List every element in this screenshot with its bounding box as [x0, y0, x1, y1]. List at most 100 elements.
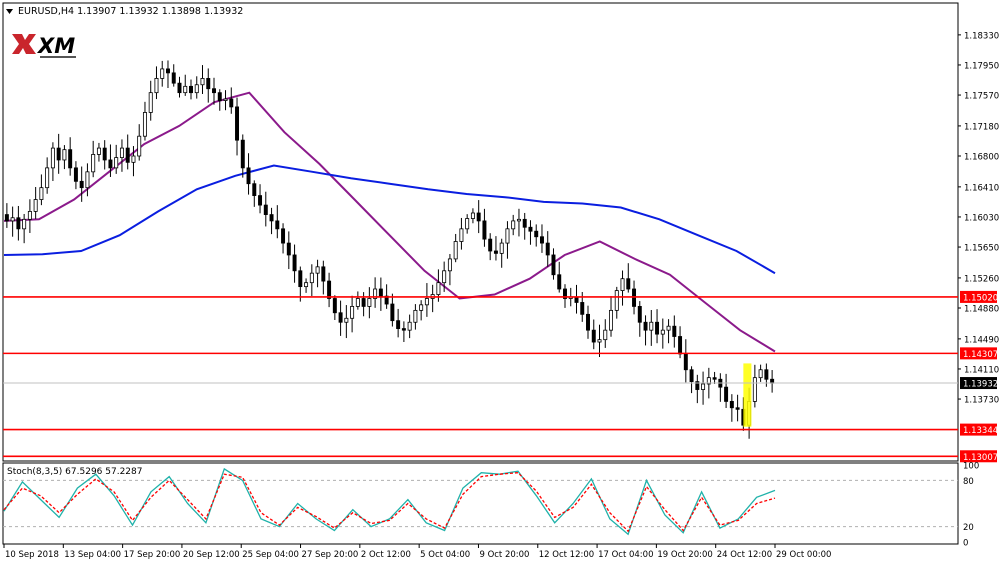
candle-body	[516, 218, 521, 222]
x-tick-label: 10 Sep 2018	[5, 550, 59, 560]
candle	[194, 76, 199, 99]
candle-body	[695, 381, 700, 390]
candle	[137, 124, 142, 161]
candle	[407, 314, 412, 339]
y-tick-label: 1.16800	[964, 153, 999, 163]
candle-body	[591, 329, 596, 343]
candle-body	[355, 298, 360, 307]
candle-body	[666, 325, 671, 331]
candle-body	[614, 290, 619, 311]
y-tick-label: 1.17180	[964, 122, 999, 132]
candle-body	[165, 68, 170, 74]
candle-body	[459, 228, 464, 242]
candle-body	[229, 98, 234, 108]
y-tick-label: 1.14880	[964, 305, 999, 315]
candle-body	[367, 298, 372, 307]
candle-body	[62, 149, 67, 161]
candle-body	[298, 270, 303, 288]
candle-body	[649, 321, 654, 331]
candle	[217, 89, 222, 111]
candle	[4, 203, 9, 228]
x-tick-label: 19 Oct 20:00	[657, 550, 712, 560]
candle	[522, 212, 527, 240]
candle-body	[332, 298, 337, 314]
candle-body	[482, 220, 487, 240]
candle-body	[574, 296, 579, 303]
candle	[131, 146, 136, 177]
stoch-main-line	[3, 467, 776, 536]
candle-body	[522, 218, 527, 228]
candle	[729, 394, 734, 422]
candle-body	[142, 112, 147, 137]
level-label-bg	[960, 347, 997, 360]
candle	[177, 76, 182, 98]
candle	[465, 214, 470, 234]
candle	[539, 224, 544, 253]
xm-logo: XM	[12, 34, 76, 58]
candle-body	[235, 106, 240, 141]
candle	[701, 371, 706, 405]
triangle-down-icon[interactable]	[6, 9, 13, 14]
candle-body	[551, 254, 556, 276]
x-tick-label: 9 Oct 20:00	[479, 550, 529, 560]
candle	[367, 287, 372, 319]
candle	[332, 295, 337, 321]
level-label: 1.13344	[963, 426, 998, 436]
candle	[643, 315, 648, 346]
candle	[396, 308, 401, 338]
candle-body	[447, 258, 452, 272]
candle-body	[281, 228, 286, 244]
candle-body	[200, 78, 205, 86]
moving-average-slow	[3, 164, 776, 275]
candle-body	[419, 304, 424, 311]
candle-body	[660, 329, 665, 335]
stoch-y-tick-label: 20	[963, 523, 974, 533]
candle	[56, 133, 61, 174]
candle	[154, 66, 159, 100]
candle	[735, 394, 740, 422]
candle-body	[189, 85, 193, 94]
candle	[758, 364, 763, 382]
candle-body	[597, 339, 602, 343]
candle	[16, 205, 21, 241]
candle-body	[56, 147, 61, 161]
candle	[189, 79, 193, 100]
candle-body	[499, 242, 504, 254]
stoch-y-tick-label: 0	[963, 539, 968, 549]
candle-body	[545, 242, 550, 256]
candle	[10, 206, 15, 237]
candle	[752, 364, 757, 408]
candle	[96, 142, 101, 162]
candle-body	[350, 306, 355, 319]
candle	[223, 90, 228, 111]
candle-body	[735, 407, 740, 410]
stoch-caption: Stoch(8,3,5) 67.5296 57.2287	[7, 467, 142, 477]
level-label-bg	[960, 290, 997, 303]
candle	[85, 163, 90, 197]
candle-body	[252, 183, 257, 196]
candle	[62, 145, 67, 170]
candle	[470, 208, 475, 224]
candle	[442, 261, 447, 292]
candle-body	[309, 272, 314, 284]
candle-body	[96, 147, 101, 155]
y-tick-label: 1.16030	[964, 213, 999, 223]
candle-body	[79, 180, 84, 189]
candle	[637, 301, 642, 337]
candle-body	[73, 167, 78, 182]
x-tick-label: 29 Oct 00:00	[776, 550, 831, 560]
candle-body	[626, 278, 631, 290]
candle-body	[453, 241, 458, 260]
candle-body	[91, 154, 96, 173]
level-label-bg	[960, 450, 997, 463]
candle	[258, 184, 263, 214]
candle-body	[240, 139, 245, 169]
y-tick-label: 1.17950	[964, 61, 999, 71]
candle	[390, 293, 395, 327]
candle	[252, 180, 257, 207]
candle-body	[108, 159, 113, 169]
candle	[206, 68, 211, 103]
x-tick-label: 25 Sep 04:00	[242, 550, 299, 560]
